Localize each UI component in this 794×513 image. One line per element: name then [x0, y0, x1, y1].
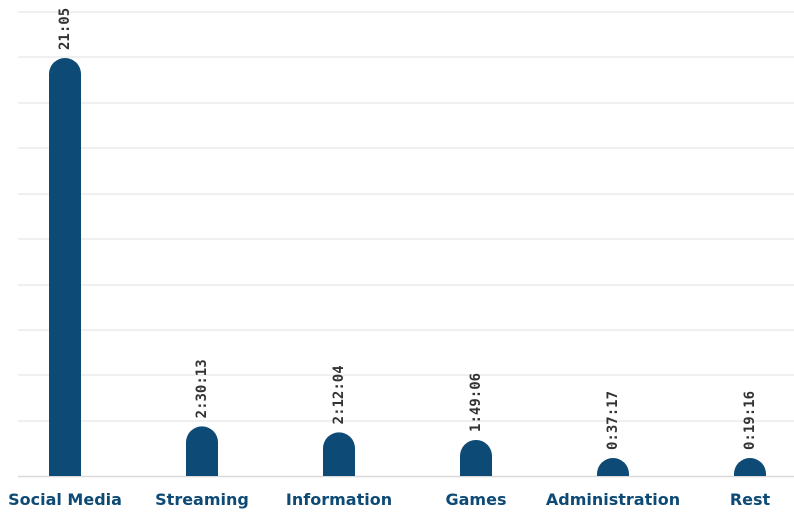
bar-games: [460, 439, 492, 476]
value-label: 0:37:17: [605, 391, 621, 450]
bar-rest: [734, 458, 766, 476]
category-label: Administration: [546, 490, 680, 509]
value-label: 0:19:16: [742, 391, 758, 450]
category-label: Rest: [730, 490, 771, 509]
bar-administration: [597, 458, 629, 476]
value-label: 2:12:04: [331, 365, 347, 424]
bar-information: [323, 432, 355, 476]
value-label: 21:05: [57, 8, 73, 50]
bar-streaming: [186, 426, 218, 476]
value-label: 1:49:06: [468, 373, 484, 432]
category-labels-group: Social Media Streaming Information Games Adm…: [8, 490, 770, 509]
category-label: Information: [286, 490, 392, 509]
category-label: Social Media: [8, 490, 122, 509]
category-label: Streaming: [155, 490, 249, 509]
gridlines: [18, 11, 794, 478]
category-label: Games: [446, 490, 507, 509]
bar-social-media: [49, 58, 81, 476]
bars-group: [49, 58, 766, 476]
value-labels-group: 21:05 2:30:13 2:12:04 1:49:06 0:37:17 0:19:16: [57, 8, 758, 450]
value-label: 2:30:13: [194, 359, 210, 418]
